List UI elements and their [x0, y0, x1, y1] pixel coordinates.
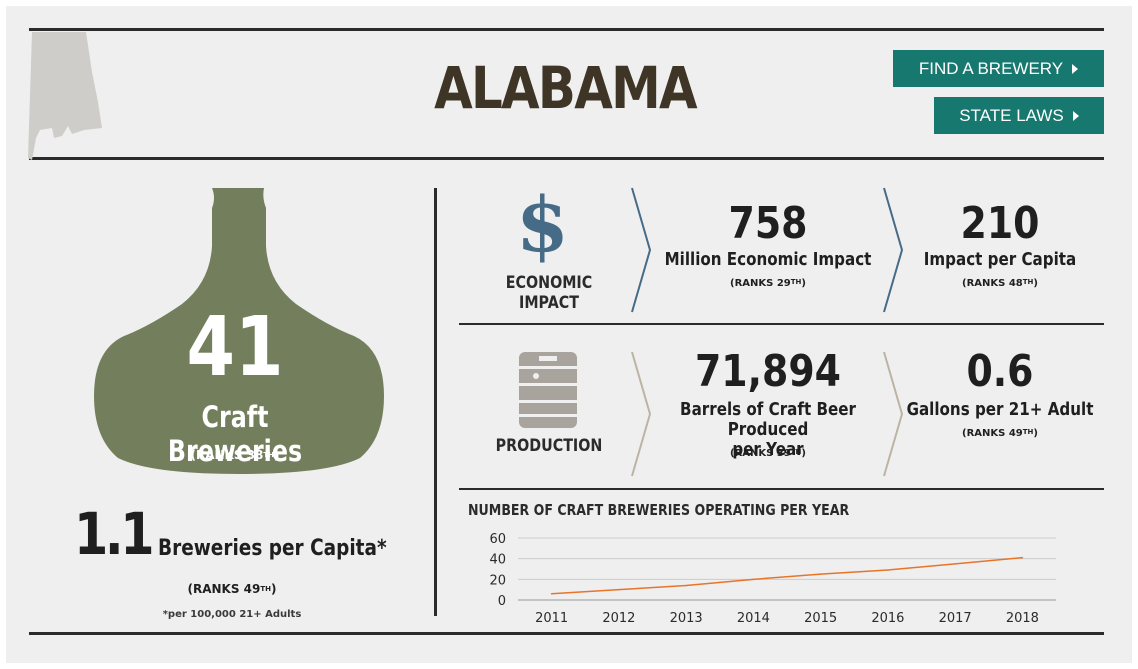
state-map-icon	[28, 32, 102, 160]
y-tick-label: 60	[489, 532, 506, 547]
barrels-rank: (RANKS 39TH)	[668, 448, 868, 459]
x-tick-label: 2017	[939, 611, 972, 626]
gallons-value: 0.6	[966, 346, 1034, 397]
x-tick-label: 2018	[1006, 611, 1039, 626]
bottom-rule	[29, 632, 1104, 635]
brewery-count-rank: (RANKS 38TH)	[135, 448, 335, 462]
data-point	[887, 569, 889, 571]
caret-right-icon	[1072, 110, 1079, 121]
state-laws-label: STATE LAWS	[959, 105, 1064, 125]
gallons-rank: (RANKS 49TH)	[900, 428, 1100, 439]
rank-close: )	[1033, 428, 1038, 439]
data-point	[954, 563, 956, 565]
rank-close: )	[801, 278, 806, 289]
x-tick-label: 2012	[602, 611, 635, 626]
data-point	[752, 578, 755, 581]
rank-suffix: TH	[260, 585, 272, 593]
rank-close: )	[271, 582, 277, 596]
economic-impact-value: 758	[728, 198, 808, 249]
y-tick-label: 20	[489, 573, 506, 588]
economic-impact-rank: (RANKS 29TH)	[668, 278, 868, 289]
chevron-right-icon	[883, 351, 904, 477]
breweries-per-year-chart: 0 20 40 60 2011 2012 2013 2014 2015 2016 2017 2018	[489, 532, 1056, 626]
data-point	[1021, 556, 1024, 559]
x-tick-label: 2011	[535, 611, 568, 626]
header-rule	[29, 157, 1104, 160]
rank-suffix: TH	[790, 448, 802, 456]
top-rule	[29, 28, 1104, 31]
x-tick-label: 2015	[804, 611, 837, 626]
rank-suffix: TH	[1022, 278, 1034, 286]
data-point	[618, 588, 620, 591]
x-tick-label: 2013	[670, 611, 703, 626]
keg-icon	[519, 352, 577, 428]
rank-suffix: TH	[790, 278, 802, 286]
caret-right-icon	[1072, 63, 1079, 74]
per-capita-value: 1.1	[74, 500, 155, 568]
economic-impact-label: ECONOMIC IMPACT	[505, 273, 593, 313]
impact-per-capita-label: Impact per Capita	[923, 249, 1077, 270]
rank-text: (RANKS 49	[962, 428, 1023, 439]
brewery-count-label: Craft Breweries	[167, 400, 303, 468]
x-tick-label: 2014	[737, 611, 770, 626]
rank-suffix: TH	[263, 451, 275, 459]
x-tick-label: 2016	[871, 611, 904, 626]
rank-close: )	[274, 448, 280, 462]
rank-text: (RANKS 49	[187, 582, 261, 596]
dollar-icon: $	[516, 180, 569, 269]
page-title: ALABAMA	[434, 54, 698, 122]
per-capita-label: Breweries per Capita*	[158, 536, 387, 561]
barrels-label-line1: Barrels of Craft Beer Produced	[680, 399, 856, 440]
state-laws-button[interactable]: STATE LAWS	[934, 97, 1104, 134]
row-divider	[459, 323, 1104, 325]
find-brewery-label: FIND A BREWERY	[918, 58, 1064, 78]
chevron-right-icon	[631, 187, 652, 313]
rank-text: (RANKS 38	[190, 448, 264, 462]
column-divider	[434, 188, 437, 616]
brewery-count: 41	[186, 300, 284, 395]
production-label: PRODUCTION	[495, 436, 603, 456]
series-line	[551, 556, 1023, 595]
chart-title: NUMBER OF CRAFT BREWERIES OPERATING PER …	[468, 501, 850, 519]
impact-per-capita-value: 210	[960, 198, 1040, 249]
rank-suffix: TH	[1022, 428, 1034, 436]
rank-text: (RANKS 39	[730, 448, 791, 459]
chevron-right-icon	[631, 351, 652, 477]
barrels-label: Barrels of Craft Beer Produced per Year	[659, 400, 877, 460]
y-tick-label: 0	[498, 594, 506, 609]
y-tick-label: 40	[489, 553, 506, 568]
row-divider	[459, 488, 1104, 490]
chevron-right-icon	[883, 187, 904, 313]
barrels-label-line2: per Year	[732, 439, 804, 460]
per-capita-rank: (RANKS 49TH)	[132, 582, 332, 596]
data-point	[819, 573, 822, 575]
barrels-value: 71,894	[694, 346, 842, 397]
gallons-label: Gallons per 21+ Adult	[906, 399, 1094, 420]
find-brewery-button[interactable]: FIND A BREWERY	[893, 50, 1104, 87]
rank-close: )	[801, 448, 806, 459]
economic-impact-value-label: Million Economic Impact	[664, 249, 872, 270]
rank-text: (RANKS 29	[730, 278, 791, 289]
impact-per-capita-rank: (RANKS 48TH)	[900, 278, 1100, 289]
data-point	[550, 593, 553, 595]
per-capita-footnote: *per 100,000 21+ Adults	[162, 609, 302, 620]
beer-bottle-icon	[94, 188, 384, 474]
data-point	[685, 584, 687, 587]
rank-close: )	[1033, 278, 1038, 289]
rank-text: (RANKS 48	[962, 278, 1023, 289]
